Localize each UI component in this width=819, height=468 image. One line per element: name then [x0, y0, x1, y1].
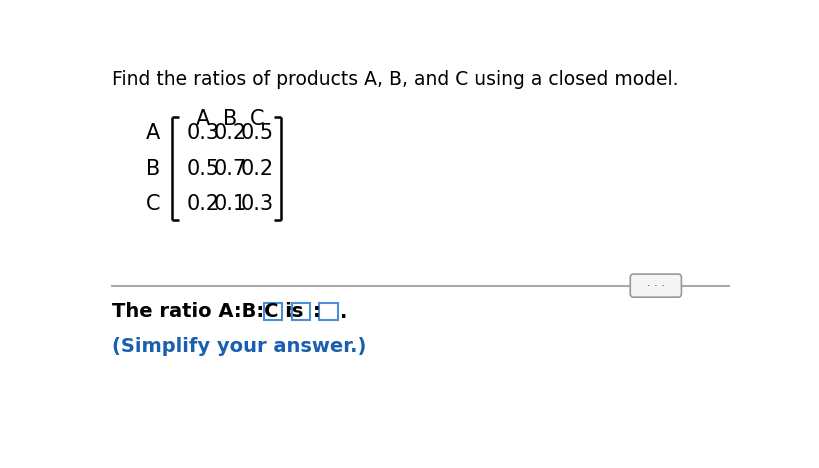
Text: B: B [223, 109, 238, 129]
Text: :: : [312, 302, 320, 322]
Text: C: C [250, 109, 265, 129]
Text: · · ·: · · · [646, 281, 664, 291]
Text: (Simplify your answer.): (Simplify your answer.) [111, 337, 366, 356]
Bar [319, 303, 337, 320]
Text: The ratio A:B:C is: The ratio A:B:C is [111, 302, 303, 322]
Text: :: : [284, 302, 292, 322]
Bar [292, 303, 310, 320]
Text: B: B [146, 159, 160, 179]
Text: .: . [339, 303, 346, 322]
Text: Find the ratios of products A, B, and C using a closed model.: Find the ratios of products A, B, and C … [111, 70, 677, 89]
Text: 0.7: 0.7 [214, 159, 247, 179]
Text: 0.2: 0.2 [241, 159, 274, 179]
Text: 0.5: 0.5 [187, 159, 219, 179]
Text: A: A [196, 109, 210, 129]
Text: 0.3: 0.3 [241, 194, 274, 214]
Text: 0.1: 0.1 [214, 194, 247, 214]
Text: 0.5: 0.5 [241, 123, 274, 143]
Text: 0.3: 0.3 [187, 123, 219, 143]
Text: A: A [146, 123, 160, 143]
Text: 0.2: 0.2 [214, 123, 247, 143]
Text: 0.2: 0.2 [187, 194, 219, 214]
Bar [264, 303, 282, 320]
Text: C: C [146, 194, 160, 214]
FancyBboxPatch shape [630, 274, 681, 297]
